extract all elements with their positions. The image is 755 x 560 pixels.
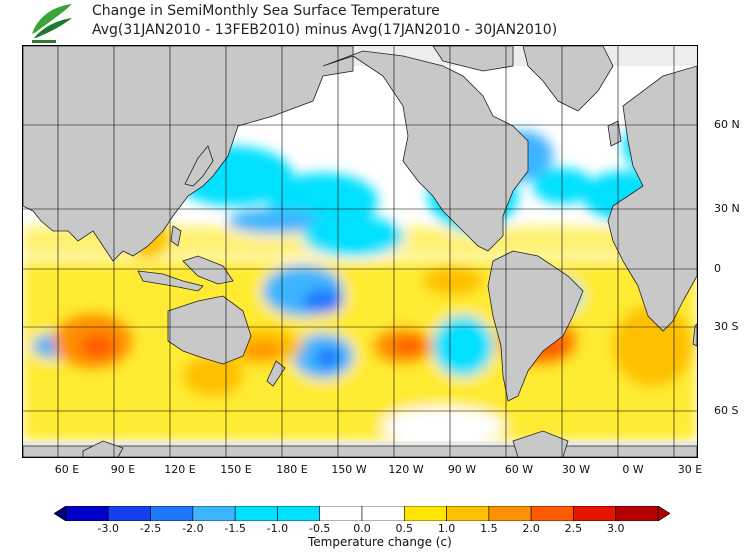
lat-label-30s: 30 S (714, 320, 739, 333)
colorbar-tick-label: -1.0 (266, 522, 289, 535)
colorbar-tick-label: 3.0 (606, 522, 625, 535)
colorbar-swatch (319, 505, 363, 522)
colorbar-swatch (107, 505, 151, 522)
colorbar-tick-label: 1.0 (437, 522, 456, 535)
lon-label-30w: 30 W (561, 463, 591, 476)
colorbar-swatch (446, 505, 490, 522)
lat-label-0: 0 (714, 262, 721, 275)
colorbar-swatch (530, 505, 574, 522)
lat-lon-grid (23, 46, 697, 457)
lon-label-180e: 180 E (276, 463, 308, 476)
lon-label-60w: 60 W (504, 463, 534, 476)
lat-label-60s: 60 S (714, 404, 739, 417)
lon-label-90e: 90 E (110, 463, 136, 476)
land-masses (23, 46, 697, 457)
colorbar-title: Temperature change (c) (308, 535, 452, 549)
colorbar-swatch (615, 505, 659, 522)
colorbar-swatch (403, 505, 447, 522)
lon-label-30e: 30 E (677, 463, 703, 476)
colorbar-swatch (150, 505, 194, 522)
lon-label-150w: 150 W (331, 463, 367, 476)
lon-label-120w: 120 W (388, 463, 424, 476)
colorbar-tick-label: -3.0 (97, 522, 120, 535)
colorbar-tick-label: -2.5 (139, 522, 162, 535)
lon-label-90w: 90 W (447, 463, 477, 476)
colorbar-swatch (361, 505, 405, 522)
colorbar-swatch (192, 505, 236, 522)
colorbar-arrow-right (657, 505, 671, 522)
leaf-logo-icon (28, 2, 76, 46)
map-subtitle: Avg(31JAN2010 - 13FEB2010) minus Avg(17J… (92, 22, 558, 38)
colorbar-tick-label: -0.5 (308, 522, 331, 535)
colorbar-tick-label: -1.5 (224, 522, 246, 535)
lat-label-60n: 60 N (714, 118, 740, 131)
lat-label-30n: 30 N (714, 202, 740, 215)
colorbar-tick-label: 2.0 (522, 522, 540, 535)
colorbar-swatch (234, 505, 278, 522)
colorbar-arrow-left (53, 505, 67, 522)
colorbar-tick-label: 2.5 (564, 522, 583, 535)
colorbar-tick-label: 0.0 (353, 522, 371, 535)
lon-label-0w: 0 W (622, 463, 644, 476)
colorbar-swatch (277, 505, 321, 522)
colorbar-swatch (488, 505, 532, 522)
map-title: Change in SemiMonthly Sea Surface Temper… (92, 3, 440, 19)
colorbar (53, 505, 671, 522)
lon-label-120e: 120 E (164, 463, 196, 476)
sst-anomaly-map (22, 45, 698, 458)
colorbar-tick-label: 1.5 (480, 522, 498, 535)
colorbar-tick-label: -2.0 (182, 522, 204, 535)
colorbar-tick-label: 0.5 (395, 522, 414, 535)
colorbar-swatch (573, 505, 617, 522)
lon-label-150e: 150 E (220, 463, 252, 476)
lon-label-60e: 60 E (54, 463, 80, 476)
colorbar-swatch (65, 505, 109, 522)
